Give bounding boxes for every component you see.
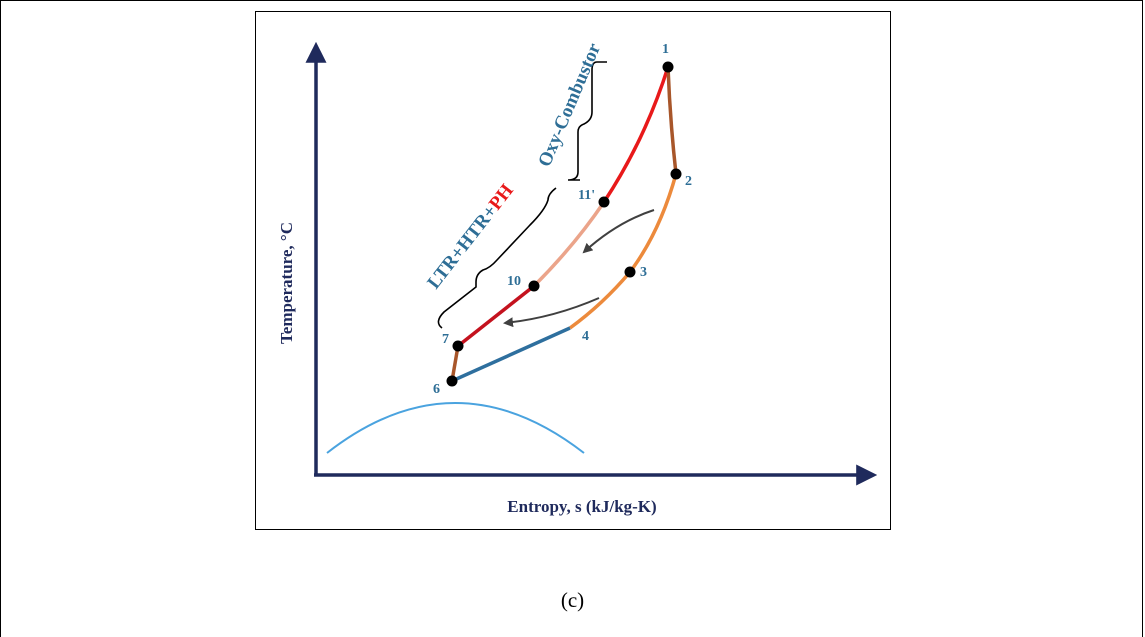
state-point-6 [446, 375, 458, 387]
state-label-10: 10 [507, 274, 521, 289]
state-label-1: 1 [662, 42, 669, 57]
x-axis-label: Entropy, s (kJ/kg-K) [507, 497, 656, 516]
process-10-11p [532, 201, 606, 288]
state-label-4: 4 [582, 329, 589, 344]
state-label-7: 7 [442, 332, 449, 347]
oxy-combustor-label: Oxy-Combustor [534, 40, 605, 170]
state-point-11p [598, 196, 610, 208]
state-point-2 [670, 168, 682, 180]
recuperator-label-prefix: LTR+HTR+ [423, 201, 501, 293]
process-2-3 [628, 173, 678, 274]
process-7-10 [456, 284, 536, 348]
y-axis-label: Temperature, °C [277, 222, 296, 344]
figure-frame [255, 11, 891, 530]
figure-caption: (c) [560, 588, 585, 612]
state-point-10 [528, 280, 540, 292]
recuperator-label: LTR+HTR+PH [423, 180, 518, 293]
process-3-4 [568, 270, 632, 330]
process-1-2 [666, 66, 678, 175]
recuperator-bracket [437, 187, 557, 329]
process-4-6 [451, 326, 571, 383]
oxy-combustor-bracket [567, 61, 607, 181]
state-label-2: 2 [685, 174, 692, 189]
process-6-7 [450, 345, 460, 382]
saturation-dome [326, 402, 585, 454]
state-label-6: 6 [433, 382, 440, 397]
state-label-11p: 11' [578, 188, 595, 203]
process-11p-1 [602, 66, 670, 203]
state-label-3: 3 [640, 265, 647, 280]
state-point-1 [662, 61, 674, 73]
heat-transfer-arrow-upper [582, 209, 655, 254]
state-point-7 [452, 340, 464, 352]
ts-diagram-content: 1 2 3 4 6 7 10 11' Oxy-Combustor LTR+HTR… [277, 40, 878, 516]
heat-transfer-arrow-lower [503, 297, 600, 328]
state-point-3 [624, 266, 636, 278]
